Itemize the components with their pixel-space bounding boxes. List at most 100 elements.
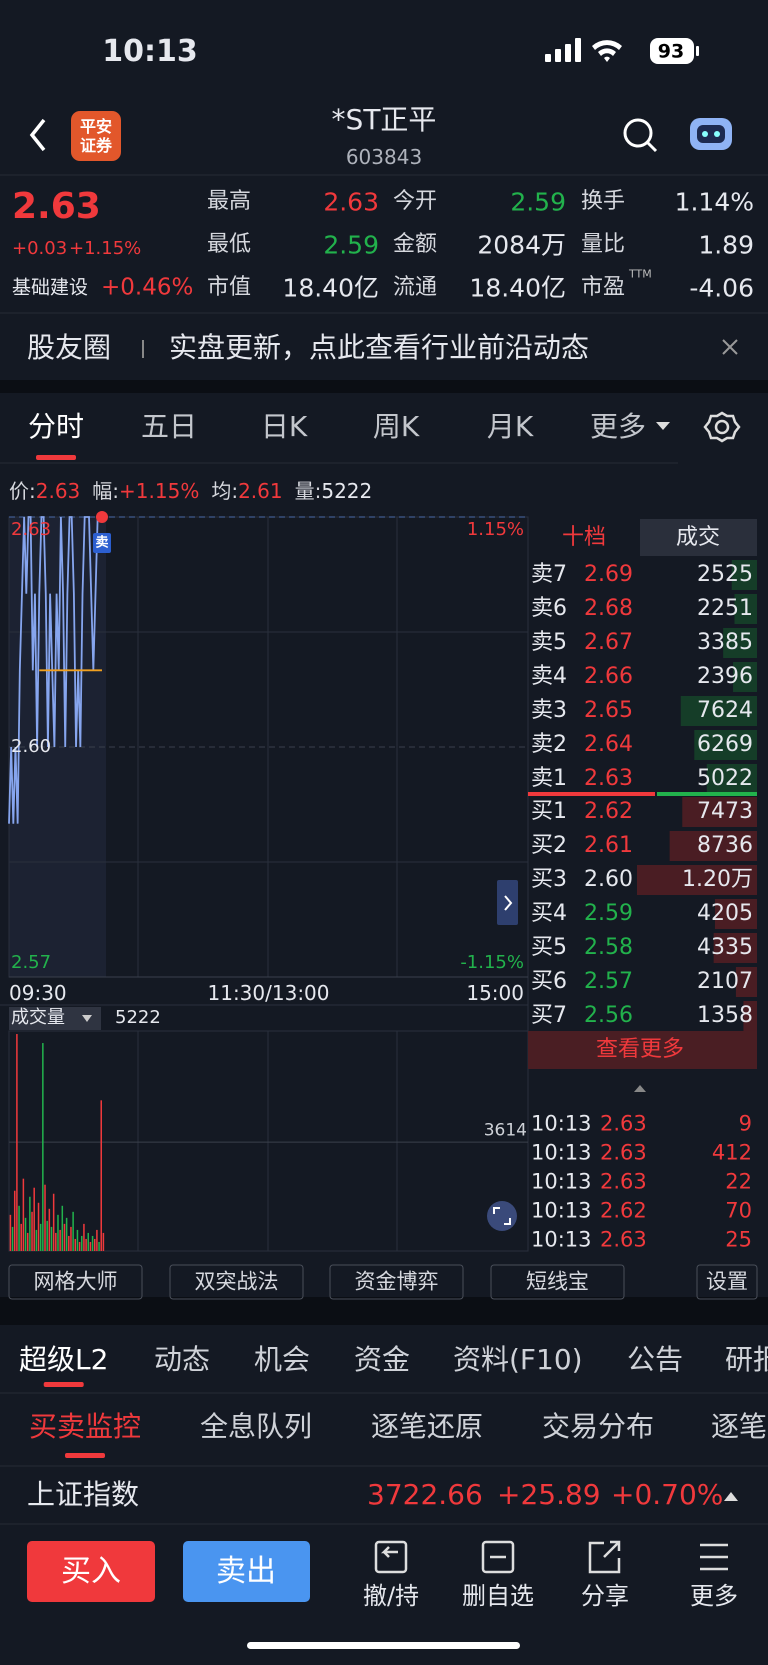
tool-button[interactable] xyxy=(169,1264,304,1300)
tab[interactable]: 机会 xyxy=(254,1343,311,1376)
robot-icon[interactable] xyxy=(690,118,732,150)
volume-bar xyxy=(93,1238,96,1251)
gap xyxy=(0,380,768,393)
field-value: -4.06 xyxy=(689,273,754,303)
volume-bar xyxy=(22,1178,25,1251)
stock-code: 603843 xyxy=(345,145,423,169)
caret-up xyxy=(634,1085,646,1092)
volume-bar xyxy=(57,1214,59,1251)
logo-text: 平安 xyxy=(79,117,113,136)
level-price: 2.56 xyxy=(584,1003,633,1028)
tab[interactable]: 交易分布 xyxy=(542,1410,655,1443)
info-label: 均: xyxy=(211,479,239,503)
tab[interactable]: 全息队列 xyxy=(200,1410,313,1443)
action-label[interactable]: 撤/持 xyxy=(362,1582,420,1610)
level-volume: 5022 xyxy=(697,766,753,791)
home-indicator xyxy=(247,1642,520,1649)
banner-text[interactable]: 实盘更新，点此查看行业前沿动态 xyxy=(169,331,590,364)
level-volume: 6269 xyxy=(697,732,753,757)
volume-bar xyxy=(61,1205,64,1251)
tab[interactable]: 逐笔 xyxy=(711,1410,768,1443)
tool-label[interactable]: 短线宝 xyxy=(526,1269,589,1294)
chart-tab[interactable]: 月K xyxy=(486,410,534,443)
y-tick-label: 2.60 xyxy=(11,736,52,757)
action-label[interactable]: 分享 xyxy=(581,1582,629,1610)
trade-price: 2.63 xyxy=(600,1169,647,1194)
settings-icon[interactable] xyxy=(703,411,741,443)
tool-label[interactable]: 资金博弈 xyxy=(354,1269,439,1294)
field-label: 市值 xyxy=(207,275,252,300)
logo xyxy=(71,111,121,161)
tab[interactable]: 资料(F10) xyxy=(453,1343,583,1376)
book-tab[interactable]: 十档 xyxy=(561,525,607,550)
volume-bar xyxy=(74,1238,77,1251)
dropdown-caret xyxy=(82,1015,92,1022)
buy-button[interactable] xyxy=(27,1541,155,1602)
book-tab[interactable]: 成交 xyxy=(675,525,721,550)
volume-bar xyxy=(83,1223,85,1251)
tool-button[interactable] xyxy=(490,1264,625,1300)
volume-bar xyxy=(96,1229,98,1251)
level-volume: 4205 xyxy=(697,901,753,926)
tool-button[interactable] xyxy=(8,1264,143,1300)
chart-tab[interactable]: 更多 xyxy=(589,410,647,443)
chart-tab[interactable]: 日K xyxy=(260,410,308,443)
buy-label[interactable]: 买入 xyxy=(61,1554,121,1589)
pct-label: -1.15% xyxy=(460,952,524,973)
back-icon[interactable] xyxy=(29,118,46,152)
tab[interactable]: 研报 xyxy=(725,1343,768,1376)
volume-bar xyxy=(81,1235,83,1251)
more-link[interactable]: 查看更多 xyxy=(595,1037,685,1062)
tab-bg xyxy=(640,519,757,556)
caret-up xyxy=(724,1492,738,1501)
trade-time: 10:13 xyxy=(531,1198,592,1223)
volume-bar xyxy=(78,1241,81,1251)
index-name: 上证指数 xyxy=(27,1478,140,1511)
expand-panel-button[interactable] xyxy=(497,880,518,925)
depth-bar xyxy=(743,1001,757,1031)
volume-bar xyxy=(20,1223,22,1251)
field-label: 换手 xyxy=(581,189,626,214)
tool-button[interactable] xyxy=(329,1264,464,1300)
field-label: 今开 xyxy=(393,189,438,214)
tab[interactable]: 动态 xyxy=(154,1343,211,1376)
tool-label[interactable]: 双突战法 xyxy=(194,1269,279,1294)
level-price: 2.69 xyxy=(584,562,633,587)
level-label: 卖2 xyxy=(531,732,567,757)
chart-tab[interactable]: 五日 xyxy=(140,410,198,443)
tab[interactable]: 资金 xyxy=(354,1343,411,1376)
sell-label[interactable]: 卖出 xyxy=(216,1554,276,1589)
tab[interactable]: 超级L2 xyxy=(19,1343,109,1376)
volume-bar xyxy=(9,1214,12,1251)
depth-bar xyxy=(713,933,757,963)
banner-label[interactable]: 股友圈 xyxy=(27,331,112,364)
field-value: 1.14% xyxy=(674,187,754,217)
chart-tab[interactable]: 分时 xyxy=(27,410,85,443)
search-icon[interactable] xyxy=(623,118,658,153)
close-icon[interactable] xyxy=(722,339,738,355)
chart-tab[interactable]: 周K xyxy=(372,410,420,443)
tool-button[interactable] xyxy=(696,1264,758,1300)
depth-bar xyxy=(680,696,757,726)
tab[interactable]: 买卖监控 xyxy=(29,1410,142,1443)
fullscreen-button[interactable] xyxy=(487,1201,517,1231)
x-tick-label: 09:30 xyxy=(9,981,67,1005)
tab[interactable]: 逐笔还原 xyxy=(371,1410,484,1443)
depth-bar xyxy=(706,764,757,794)
volume-bar xyxy=(76,1229,79,1251)
tool-label[interactable]: 设置 xyxy=(706,1269,748,1294)
sell-button[interactable] xyxy=(183,1541,310,1602)
action-icons xyxy=(374,1540,728,1574)
change-pct: +1.15% xyxy=(69,238,142,259)
trade-price: 2.63 xyxy=(600,1111,647,1136)
tab[interactable]: 公告 xyxy=(627,1343,684,1376)
volume-title[interactable]: 成交量 xyxy=(11,1007,65,1028)
tool-label[interactable]: 网格大师 xyxy=(33,1269,118,1294)
level-label: 买5 xyxy=(531,935,567,960)
level-price: 2.67 xyxy=(584,630,633,655)
depth-bar xyxy=(682,797,757,827)
volume-bar xyxy=(26,1232,29,1251)
action-label[interactable]: 删自选 xyxy=(462,1582,534,1610)
action-label[interactable]: 更多 xyxy=(690,1582,738,1610)
